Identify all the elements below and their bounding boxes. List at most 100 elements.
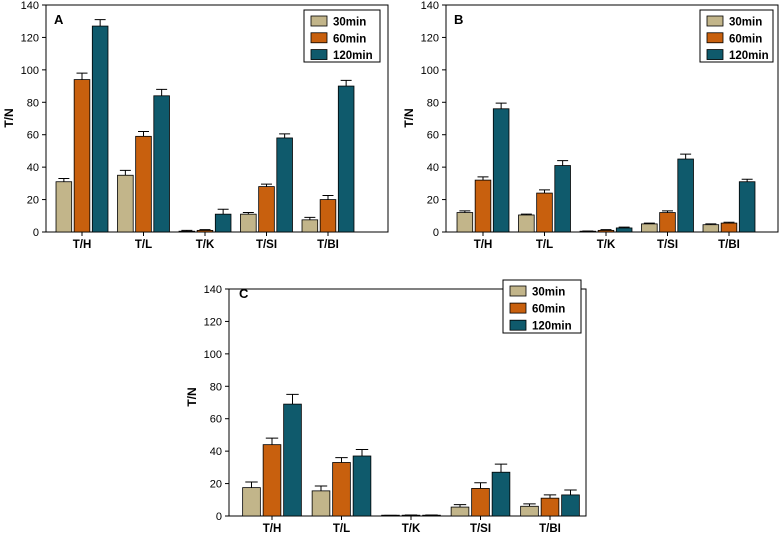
error-bar [523, 503, 536, 507]
bar-120min-T-L [352, 455, 372, 517]
legend: 30min 60min 120min [699, 9, 774, 63]
bar-120min-T-L [554, 165, 571, 233]
bar-60min-T-L [536, 192, 553, 233]
bar-30min-T-H [55, 181, 73, 233]
error-bar [265, 437, 279, 445]
y-tick-label: 60 [210, 414, 222, 426]
bar-120min-T-BI [337, 85, 355, 233]
legend: 30min 60min 120min [502, 279, 582, 334]
legend-label-120min: 120min [729, 50, 769, 62]
error-bar [494, 463, 508, 473]
y-tick-label: 120 [21, 32, 39, 44]
chart-panel-b: 0 20 40 60 80 100 120 140 T/N B T/H T/L T/K T/SI T/BI 3… [402, 0, 779, 251]
x-tick-label: T/BI [539, 523, 561, 535]
y-axis-label: T/N [2, 108, 16, 127]
bar-60min-T-BI [720, 222, 738, 233]
bar-120min-T-H [492, 108, 510, 233]
x-tick-label: T/SI [657, 239, 678, 251]
x-tick-label: T/H [474, 239, 493, 251]
legend-label-60min: 60min [333, 33, 366, 45]
y-tick-label: 120 [421, 32, 439, 44]
x-tick-label: T/BI [317, 239, 339, 251]
panel-letter: A [54, 12, 64, 27]
error-bar [705, 223, 717, 225]
y-tick-label: 140 [204, 284, 222, 296]
error-bar [453, 504, 467, 508]
error-bar [58, 177, 70, 182]
error-bar [539, 189, 550, 194]
x-tick-label: T/L [135, 239, 152, 251]
bar-120min-T-BI [561, 494, 580, 517]
y-tick-label: 100 [204, 349, 222, 361]
bar-30min-T-BI [301, 219, 319, 233]
legend-label-30min: 30min [729, 17, 762, 29]
error-bar [340, 79, 352, 87]
error-bar [495, 102, 507, 109]
chart-panel-c: 0 20 40 60 80 100 120 140 T/N C T/H T/L T/K T/SI T/BI 3… [185, 279, 587, 535]
bar-60min-T-BI [319, 199, 337, 233]
error-bar [261, 183, 272, 187]
bar-120min-T-K [214, 213, 232, 233]
error-bar [543, 494, 557, 499]
bar-30min-T-H [456, 212, 474, 233]
y-tick-label: 100 [21, 65, 39, 77]
legend-label-60min: 60min [729, 33, 762, 45]
y-tick-label: 20 [427, 195, 439, 207]
legend-label-60min: 60min [532, 304, 565, 316]
error-bar [217, 208, 229, 215]
error-bar [335, 457, 348, 463]
y-tick-label: 20 [210, 479, 222, 491]
bar-120min-T-H [283, 403, 302, 517]
error-bar [94, 19, 106, 27]
error-bar [459, 210, 471, 213]
legend-swatch-30min [310, 15, 328, 27]
bar-120min-T-SI [677, 158, 694, 233]
legend-label-30min: 30min [532, 287, 565, 299]
error-bar [477, 176, 489, 181]
legend-swatch-120min [509, 319, 527, 331]
bar-30min-T-BI [702, 224, 720, 233]
y-tick-label: 60 [27, 130, 39, 142]
y-tick-label: 60 [427, 130, 439, 142]
panel-letter: C [239, 286, 249, 301]
legend-label-120min: 120min [333, 50, 373, 62]
error-bar [279, 133, 291, 138]
x-tick-label: T/H [263, 523, 282, 535]
legend-swatch-60min [310, 32, 328, 44]
y-tick-label: 80 [427, 97, 439, 109]
error-bar [618, 226, 630, 228]
legend-label-30min: 30min [333, 17, 366, 29]
bar-120min-T-K [615, 227, 633, 233]
bar-120min-T-BI [738, 181, 756, 233]
bar-30min-T-K [178, 230, 196, 233]
y-tick-label: 80 [210, 381, 222, 393]
legend-swatch-120min [706, 49, 724, 60]
y-tick-label: 80 [27, 97, 39, 109]
error-bar [119, 169, 131, 176]
legend-swatch-30min [509, 285, 527, 297]
y-tick-label: 20 [27, 195, 39, 207]
x-tick-label: T/H [73, 239, 92, 251]
error-bar [474, 482, 487, 489]
bar-60min-T-K [597, 229, 615, 233]
y-tick-label: 120 [204, 316, 222, 328]
chart-panel-a: 0 20 40 60 80 100 120 140 T/N A T/H T/L T/K T/SI T/BI 3… [2, 0, 389, 251]
bar-60min-T-H [73, 79, 91, 233]
bar-30min-T-L [117, 174, 134, 233]
x-tick-label: T/L [333, 523, 350, 535]
error-bar [564, 489, 577, 495]
bar-60min-T-L [135, 135, 152, 233]
y-axis-label: T/N [402, 108, 416, 127]
x-tick-label: T/L [536, 239, 553, 251]
y-tick-label: 40 [210, 446, 222, 458]
legend-label-120min: 120min [532, 321, 572, 333]
y-tick-label: 0 [433, 227, 439, 239]
bar-30min-T-SI [450, 506, 470, 517]
error-bar [314, 485, 328, 491]
y-tick-label: 40 [27, 162, 39, 174]
y-tick-label: 0 [216, 511, 222, 523]
error-bar [242, 212, 254, 215]
bar-120min-T-SI [276, 137, 293, 233]
bar-30min-T-H [242, 487, 261, 517]
error-bar [286, 393, 299, 405]
